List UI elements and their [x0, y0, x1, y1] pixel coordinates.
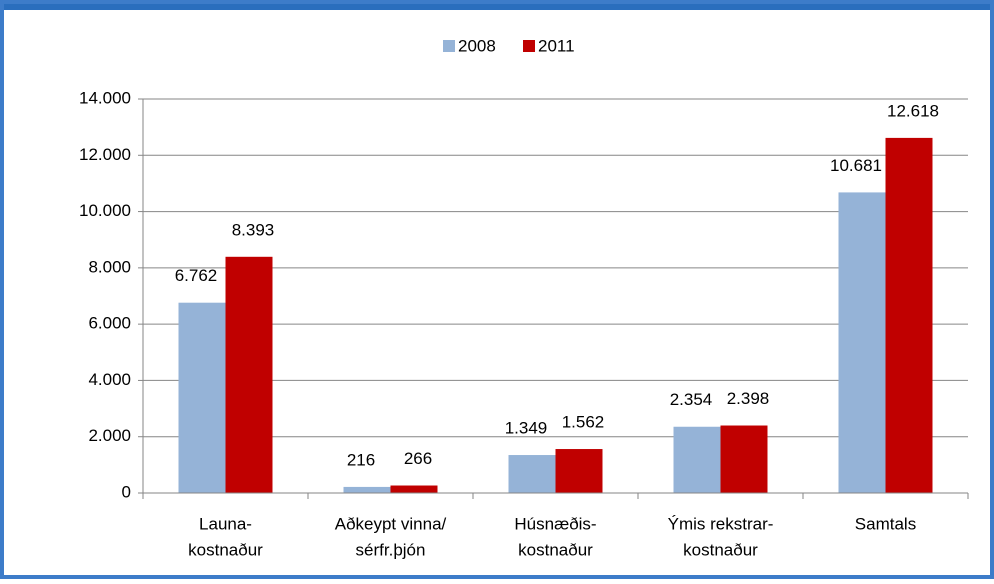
value-label: 216 — [347, 450, 375, 469]
bar — [555, 449, 603, 493]
value-label: 6.762 — [175, 266, 218, 285]
x-tick-label: kostnaður — [518, 540, 593, 559]
x-tick-label: Húsnæðis- — [514, 514, 596, 533]
bar — [178, 302, 226, 493]
y-tick-label: 2.000 — [88, 426, 131, 445]
bar — [838, 192, 886, 494]
x-tick-label: Ýmis rekstrar- — [668, 514, 774, 533]
value-label: 266 — [404, 449, 432, 468]
y-tick-label: 10.000 — [79, 201, 131, 220]
legend-label: 2008 — [458, 36, 496, 55]
value-label: 2.398 — [727, 389, 770, 408]
bar — [225, 256, 273, 493]
legend-swatch — [443, 40, 455, 52]
x-tick-label: kostnaður — [188, 540, 263, 559]
header-bar — [0, 0, 994, 10]
x-tick-label: Samtals — [855, 514, 916, 533]
bar — [508, 455, 556, 493]
value-label: 12.618 — [887, 101, 939, 120]
x-tick-label: Launa- — [199, 514, 252, 533]
bar — [720, 425, 768, 493]
value-label: 10.681 — [830, 156, 882, 175]
bar — [343, 486, 391, 493]
value-label: 8.393 — [232, 220, 275, 239]
legend-label: 2011 — [538, 36, 575, 55]
value-label: 1.349 — [505, 419, 548, 438]
y-tick-label: 4.000 — [88, 370, 131, 389]
y-tick-label: 8.000 — [88, 257, 131, 276]
legend-swatch — [523, 40, 535, 52]
bar — [673, 426, 721, 493]
value-label: 1.562 — [562, 413, 605, 432]
y-tick-label: 6.000 — [88, 314, 131, 333]
y-tick-label: 12.000 — [79, 145, 131, 164]
value-label: 2.354 — [670, 390, 713, 409]
x-tick-label: sérfr.þjón — [356, 540, 426, 559]
y-tick-label: 0 — [122, 482, 131, 501]
y-tick-label: 14.000 — [79, 88, 131, 107]
x-tick-label: Aðkeypt vinna/ — [335, 514, 447, 533]
bar — [885, 137, 933, 493]
bar — [390, 485, 438, 493]
x-tick-label: kostnaður — [683, 540, 758, 559]
